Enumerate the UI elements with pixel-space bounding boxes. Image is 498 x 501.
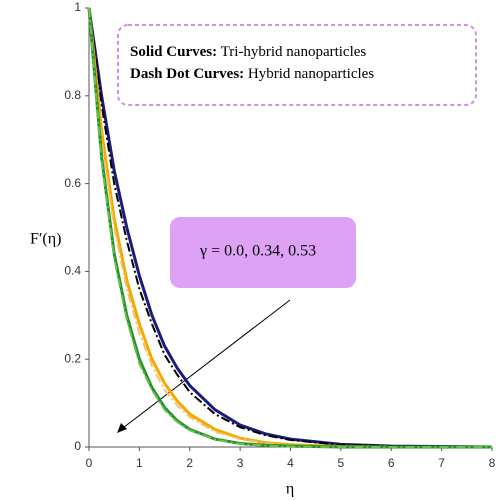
x-tick-label: 1	[136, 456, 143, 470]
y-tick-label: 0.6	[64, 176, 81, 190]
legend-key: Dash Dot Curves:	[130, 66, 244, 82]
arrow	[118, 299, 291, 432]
y-tick-label: 0.4	[64, 264, 81, 278]
x-tick-label: 0	[86, 456, 93, 470]
x-tick-label: 4	[287, 456, 294, 470]
x-tick-label: 3	[237, 456, 244, 470]
annotation: γ = 0.0, 0.34, 0.53	[199, 243, 316, 260]
y-tick-label: 0.8	[64, 88, 81, 102]
legend-box	[117, 24, 477, 106]
x-tick-label: 5	[338, 456, 345, 470]
line	[88, 7, 492, 448]
x-tick-label: 2	[186, 456, 193, 470]
legend-line: Dash Dot Curves: Hybrid nanoparticles	[130, 66, 374, 82]
legend-text: Tri-hybrid nanoparticles	[221, 44, 367, 60]
arrow-head	[117, 423, 127, 433]
y-tick-label: 0	[74, 439, 81, 453]
y-tick-label: 1	[74, 0, 81, 14]
x-tick-label: 7	[438, 456, 445, 470]
y-axis-label: F′(η)	[30, 231, 61, 248]
x-tick-label: 6	[388, 456, 395, 470]
x-axis-label: η	[286, 481, 294, 498]
legend-key: Solid Curves:	[130, 44, 217, 60]
legend-text: Hybrid nanoparticles	[248, 66, 374, 82]
y-tick-label: 0.2	[64, 351, 81, 365]
annotation-box	[170, 217, 356, 288]
x-tick-label: 8	[489, 456, 496, 470]
legend-line: Solid Curves: Tri-hybrid nanoparticles	[130, 44, 366, 60]
